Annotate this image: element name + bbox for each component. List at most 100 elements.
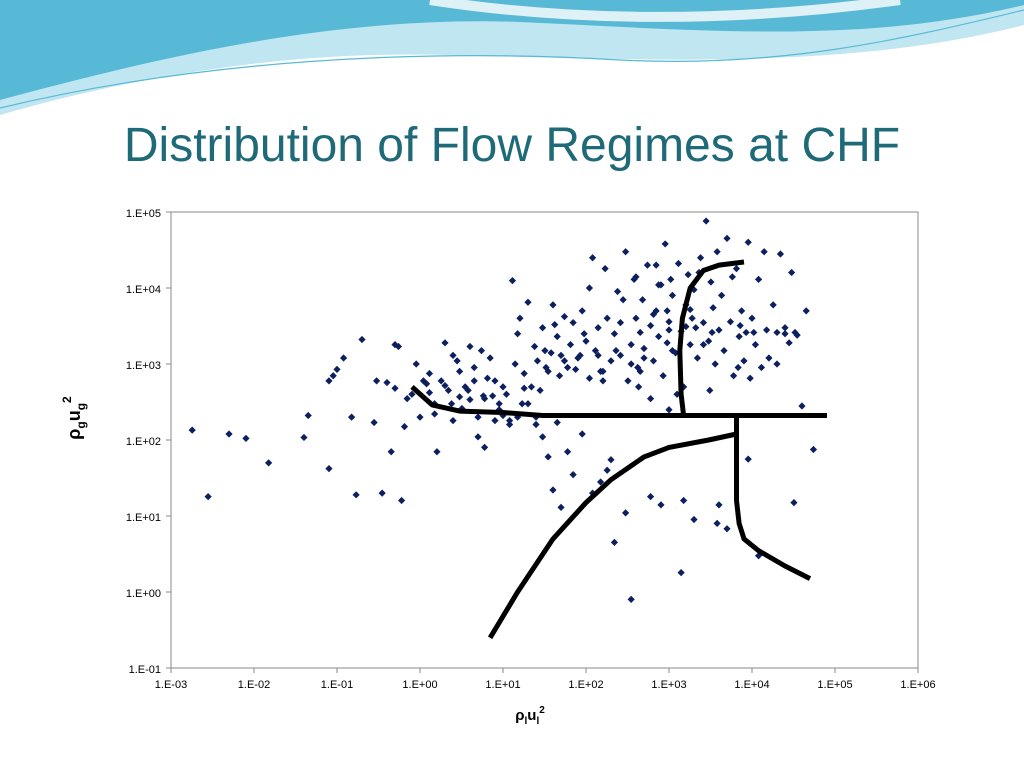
data-point [709,304,717,312]
y-tick-label: 1.E+03 [126,360,161,372]
data-point [383,378,391,387]
y-tick-label: 1.E+04 [126,284,161,296]
data-point [408,390,416,398]
data-point [636,367,644,375]
data-point [751,340,760,349]
data-point [673,390,681,398]
data-point [748,314,756,322]
data-point [486,354,494,362]
data-point [456,367,464,375]
data-point [491,416,499,425]
data-point [563,363,572,372]
data-point [622,248,630,256]
data-point [524,298,532,306]
data-point [555,372,564,380]
data-point [765,354,773,362]
data-point [667,275,675,283]
y-tick-label: 1.E+02 [126,436,161,448]
data-point [619,296,627,304]
data-point [754,275,763,283]
x-tick-label: 1.E+03 [651,679,686,691]
data-point [729,372,738,380]
data-point [744,455,752,463]
data-point [536,386,544,394]
data-point [663,339,671,347]
data-point [773,360,781,368]
data-point [634,383,643,391]
data-point [705,337,713,345]
data-point [690,515,698,524]
x-tick-label: 1.E+01 [485,679,520,691]
data-point [480,443,489,451]
data-point [441,339,449,347]
data-point [603,314,611,322]
data-point [696,254,705,262]
data-point [456,393,464,401]
data-point [668,347,677,355]
data-point [757,363,766,372]
data-point [682,323,690,331]
data-point [412,360,420,368]
data-point [539,433,547,441]
x-tick-label: 1.E+02 [568,679,603,691]
data-point [514,413,522,421]
data-point [740,357,748,365]
data-point [612,347,620,355]
data-point [760,248,768,256]
data-point [204,492,212,501]
data-point [511,360,519,368]
data-point [553,332,561,341]
data-point [400,423,409,431]
data-point [557,503,565,511]
data-point [188,426,196,434]
data-point [622,509,630,517]
data-point [793,331,801,339]
data-point [551,320,559,329]
data-point [474,433,482,441]
x-axis-title-sup: 2 [539,705,545,716]
data-point [636,328,644,337]
data-point [425,389,434,397]
data-point [627,360,635,368]
data-point [746,374,754,382]
data-point [441,381,449,390]
data-point [665,318,673,326]
y-tick-label: 1.E+00 [126,588,161,600]
header-wave-decoration [0,0,1024,115]
data-point [325,377,333,385]
y-axis-title-sub1: g [74,421,88,428]
data-point [652,307,660,315]
data-point [715,326,723,334]
x-tick-label: 1.E+05 [817,679,852,691]
data-point [370,418,378,427]
x-axis-title-base: ρ [515,707,524,724]
data-point [560,357,569,365]
data-point [544,453,552,461]
data-point [736,322,744,330]
data-point [668,291,677,299]
x-tick-label: 1.E+06 [900,679,935,691]
data-point [502,390,511,398]
regime-boundaries [410,259,827,640]
data-point [607,357,615,365]
data-point [781,324,789,332]
data-point [464,386,472,394]
data-point [403,395,411,403]
data-point [470,377,478,385]
data-point [578,307,586,315]
data-point [610,330,619,338]
x-tick-label: 1.E+00 [402,679,437,691]
data-point [477,347,486,355]
data-point [630,275,638,283]
data-point [547,349,555,357]
data-point [791,328,799,337]
data-point [686,305,694,314]
data-point [491,377,499,385]
data-point [466,396,474,404]
x-axis-title: ρlul2 [515,705,545,727]
data-point [723,525,731,533]
data-point [527,383,536,391]
data-point [603,466,611,474]
data-point [684,271,692,279]
data-point [505,416,514,425]
